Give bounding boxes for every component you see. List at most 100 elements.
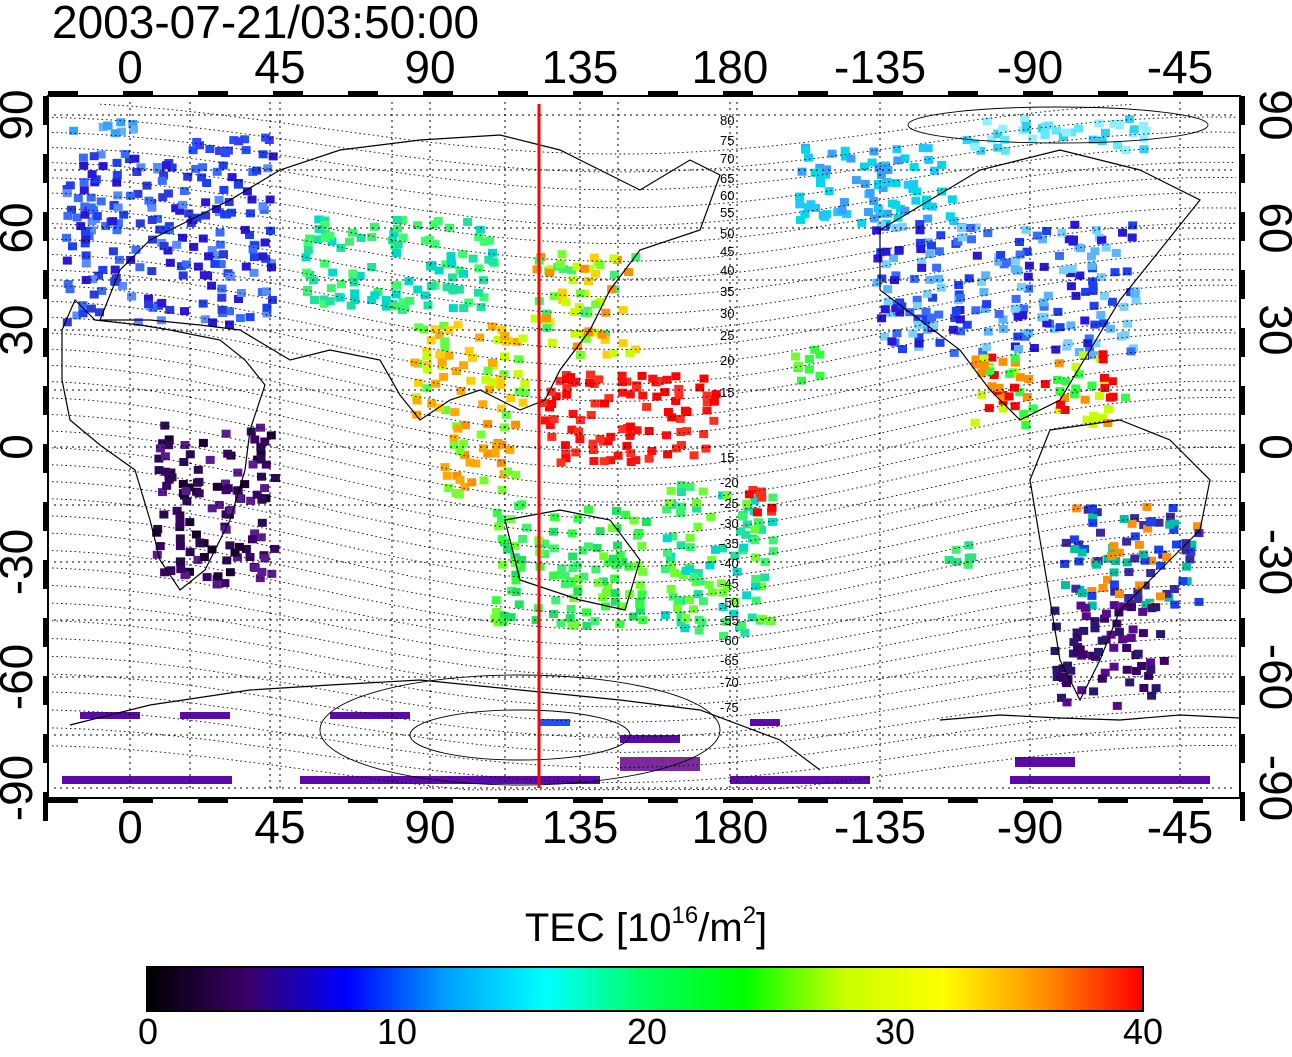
tec-cell	[1063, 661, 1073, 670]
tec-cell	[1142, 502, 1152, 511]
tec-cell	[241, 146, 251, 155]
tec-cell	[207, 246, 217, 255]
tec-cell	[320, 229, 330, 238]
tec-cell	[667, 413, 677, 422]
tec-cell	[1089, 411, 1099, 420]
contour-label: 30	[720, 306, 734, 321]
tec-cell	[585, 378, 595, 387]
tec-cell	[198, 234, 208, 243]
tec-cell	[598, 577, 608, 586]
tec-cell	[488, 257, 498, 266]
tec-cell	[437, 358, 447, 367]
tec-cell	[936, 231, 946, 240]
tec-cell	[595, 260, 605, 269]
tec-cell	[163, 189, 173, 198]
tec-cell	[549, 292, 559, 301]
tec-cell	[753, 518, 763, 527]
tec-cell	[722, 583, 732, 591]
tec-cell	[242, 187, 252, 196]
tec-cell	[760, 573, 770, 582]
tec-cell	[955, 293, 965, 302]
tec-cell	[693, 522, 703, 531]
tec-cell	[891, 179, 901, 188]
tec-cell	[1139, 684, 1149, 692]
tec-cell	[918, 144, 928, 153]
tec-cell	[1074, 540, 1083, 549]
tec-cell	[1071, 584, 1081, 593]
tec-polar-streak	[730, 776, 870, 784]
tec-cell	[422, 365, 432, 373]
frame-tick	[43, 212, 48, 241]
tec-cell	[1147, 556, 1156, 565]
frame-tick	[123, 798, 153, 803]
tec-cell	[1010, 402, 1020, 411]
tec-cell	[481, 375, 491, 384]
tec-cell	[768, 547, 778, 556]
tec-cell	[1186, 547, 1196, 556]
frame-tick	[43, 792, 48, 821]
tec-cell	[757, 487, 766, 496]
tec-cell	[903, 180, 913, 189]
tec-cell	[674, 391, 684, 400]
tec-cell	[1100, 614, 1110, 623]
tec-cell	[589, 457, 599, 465]
tec-cell	[1074, 124, 1083, 133]
tec-cell	[246, 427, 256, 436]
tec-cell	[629, 516, 639, 525]
tec-cell	[165, 305, 175, 314]
tec-cell	[691, 498, 701, 507]
tec-cell	[159, 242, 169, 251]
tec-cell	[1154, 518, 1164, 527]
tec-cell	[79, 186, 89, 195]
tec-cell	[1123, 319, 1133, 328]
top-longitude-labels: 0 45 90 135 180 -135 -90 -45	[117, 41, 1213, 93]
tec-cell	[159, 510, 169, 519]
tec-cell	[478, 444, 488, 453]
tec-cell	[977, 369, 987, 378]
tec-cell	[1016, 283, 1026, 291]
tec-cell	[157, 298, 167, 307]
tec-cell	[1029, 344, 1039, 352]
tec-cell	[949, 348, 959, 357]
tec-cell	[998, 324, 1008, 333]
tec-cell	[227, 173, 237, 182]
tec-cell	[1091, 339, 1101, 348]
tec-cell	[114, 255, 124, 264]
tec-cell	[484, 385, 494, 394]
tec-cell	[503, 336, 513, 345]
tec-cell	[474, 264, 484, 273]
tec-cell	[1039, 312, 1049, 321]
tec-cell	[69, 126, 79, 135]
tec-cell	[94, 271, 103, 280]
tec-cell	[241, 262, 251, 271]
tec-cell	[1032, 231, 1042, 240]
magnetic-contour	[51, 131, 1237, 191]
magnetic-contour	[51, 514, 1237, 600]
top-longitude-label: 180	[692, 41, 769, 93]
tec-cell	[1054, 359, 1064, 368]
tec-cell	[1090, 320, 1100, 329]
tec-cell	[1111, 249, 1121, 257]
tec-cell	[514, 600, 524, 609]
tec-cell	[842, 210, 852, 219]
tec-cell	[1147, 691, 1157, 700]
tec-cell	[422, 352, 432, 360]
tec-cell	[626, 449, 636, 458]
tec-cell	[112, 171, 122, 179]
tec-cell	[1021, 421, 1031, 429]
tec-cell	[441, 406, 451, 415]
tec-cell	[565, 614, 575, 623]
tec-cell	[220, 210, 230, 219]
tec-cell	[707, 588, 717, 597]
tec-cell	[270, 474, 280, 482]
tec-cell	[498, 617, 508, 626]
tec-cell	[1075, 645, 1085, 654]
tec-cell	[267, 295, 277, 304]
tec-cell	[795, 192, 804, 201]
tec-cell	[494, 522, 504, 531]
tec-cell	[491, 596, 501, 605]
tec-cell	[178, 200, 188, 209]
tec-cell	[689, 451, 699, 460]
tec-cell	[310, 296, 319, 304]
magnetic-contour	[51, 348, 1237, 436]
